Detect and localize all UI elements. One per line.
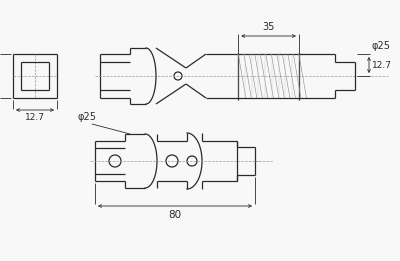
Text: φ25: φ25 bbox=[372, 41, 391, 51]
Text: 12.7: 12.7 bbox=[25, 113, 45, 122]
Text: 80: 80 bbox=[168, 210, 182, 220]
Text: 12.7: 12.7 bbox=[372, 61, 392, 69]
Text: 35: 35 bbox=[262, 22, 275, 32]
Text: φ25: φ25 bbox=[78, 112, 96, 122]
